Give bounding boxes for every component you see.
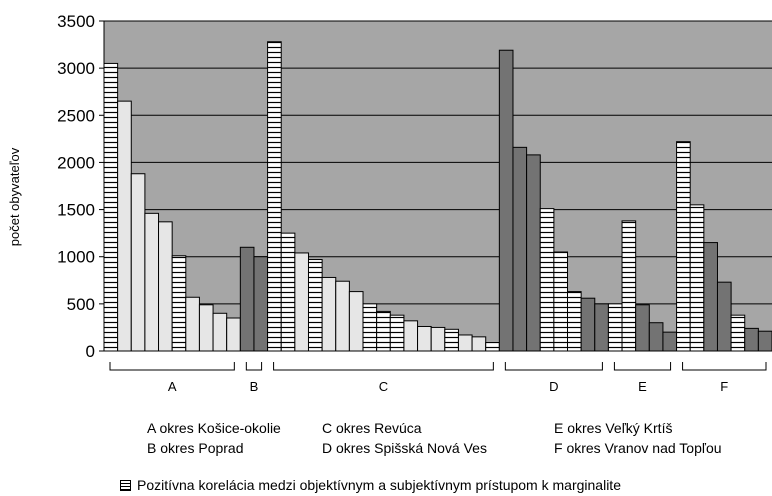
bar-c — [417, 325, 432, 352]
y-tick-label: 1500 — [57, 201, 95, 220]
bar-c — [280, 232, 296, 352]
bar-c — [376, 310, 391, 352]
plot-area — [104, 21, 772, 351]
bar-d — [553, 251, 569, 352]
bar-f — [757, 330, 772, 352]
bar-f — [730, 314, 746, 352]
legend-col-1: A okres Košice-okolie B okres Poprad — [147, 418, 281, 458]
bar-a — [117, 100, 132, 352]
y-tick-label: 1000 — [57, 248, 95, 267]
bar-c — [430, 326, 446, 352]
bar-d — [594, 303, 609, 352]
bar-f — [689, 204, 705, 352]
group-label-f: F — [720, 379, 728, 394]
bar-e — [621, 220, 637, 352]
bar-f — [716, 281, 732, 352]
bar-c — [335, 280, 350, 352]
bar-c — [321, 276, 337, 352]
legend-entry-b: B okres Poprad — [147, 440, 244, 456]
legend-entry-c: C okres Revúca — [322, 420, 422, 436]
bar-a — [144, 212, 160, 352]
bar-f — [703, 242, 718, 352]
bar-a — [158, 221, 173, 352]
bar-a — [212, 312, 228, 352]
bar-e — [662, 331, 678, 352]
y-axis-label: počet obyvateľov — [7, 147, 22, 246]
group-label-c: C — [379, 379, 388, 394]
bar-a — [103, 62, 119, 352]
bar-d — [498, 49, 514, 352]
bar-c — [444, 328, 459, 352]
bar-b — [253, 256, 269, 352]
y-tick-label: 500 — [67, 295, 95, 314]
group-bracket-a — [109, 362, 235, 371]
bar-e — [648, 322, 664, 352]
bar-d — [539, 208, 555, 352]
group-label-e: E — [638, 379, 647, 394]
group-bracket-d — [504, 362, 603, 371]
bar-f — [744, 327, 759, 352]
bar-c — [267, 41, 282, 352]
bar-a — [130, 173, 146, 352]
bar-a — [185, 296, 200, 352]
legend-entry-d: D okres Spišská Nová Ves — [322, 440, 487, 456]
group-bracket-e — [613, 362, 672, 371]
bar-d — [512, 146, 528, 352]
legend-entry-a: A okres Košice-okolie — [147, 420, 281, 436]
legend-col-2: C okres Revúca D okres Spišská Nová Ves — [322, 418, 487, 458]
bar-f — [676, 141, 691, 352]
bar-a — [198, 304, 214, 352]
legend-entry-e: E okres Veľký Krtíš — [554, 420, 673, 436]
bar-c — [485, 342, 500, 352]
group-bracket-f — [682, 362, 767, 371]
y-tick-label: 2500 — [57, 106, 95, 125]
bar-d — [567, 291, 582, 352]
group-bracket-b — [245, 362, 263, 371]
bar-e — [635, 304, 650, 352]
bar-b — [239, 246, 255, 352]
y-tick-label: 3000 — [57, 59, 95, 78]
bar-d — [526, 154, 541, 352]
bar-a — [226, 317, 241, 352]
bar-d — [580, 297, 596, 352]
bar-a — [171, 255, 187, 352]
bar-c — [471, 336, 487, 352]
bar-c — [294, 252, 309, 352]
bar-c — [307, 259, 323, 352]
y-tick-label: 0 — [86, 342, 95, 361]
bar-c — [403, 320, 419, 352]
group-label-a: A — [168, 379, 177, 394]
y-tick-label: 3500 — [57, 12, 95, 31]
legend-pattern-text: Pozitívna korelácia medzi objektívnym a … — [137, 477, 621, 493]
group-label-d: D — [549, 379, 558, 394]
bar-c — [348, 291, 364, 352]
bar-e — [607, 303, 623, 352]
legend: A okres Košice-okolie B okres Poprad C o… — [0, 418, 772, 496]
y-tick-label: 2000 — [57, 153, 95, 172]
bar-chart-svg: 0 500 1000 1500 2000 2500 3000 3500 A B C D E F poče… — [7, 12, 772, 394]
hatch-swatch-icon — [120, 479, 131, 491]
bar-c — [457, 334, 473, 352]
bar-c — [362, 303, 378, 352]
bar-c — [389, 314, 405, 352]
legend-pattern-entry: Pozitívna korelácia medzi objektívnym a … — [120, 477, 621, 493]
group-label-b: B — [250, 379, 259, 394]
legend-col-3: E okres Veľký Krtíš F okres Vranov nad T… — [554, 418, 722, 458]
group-bracket-c — [273, 362, 494, 371]
legend-entry-f: F okres Vranov nad Topľou — [554, 440, 722, 456]
